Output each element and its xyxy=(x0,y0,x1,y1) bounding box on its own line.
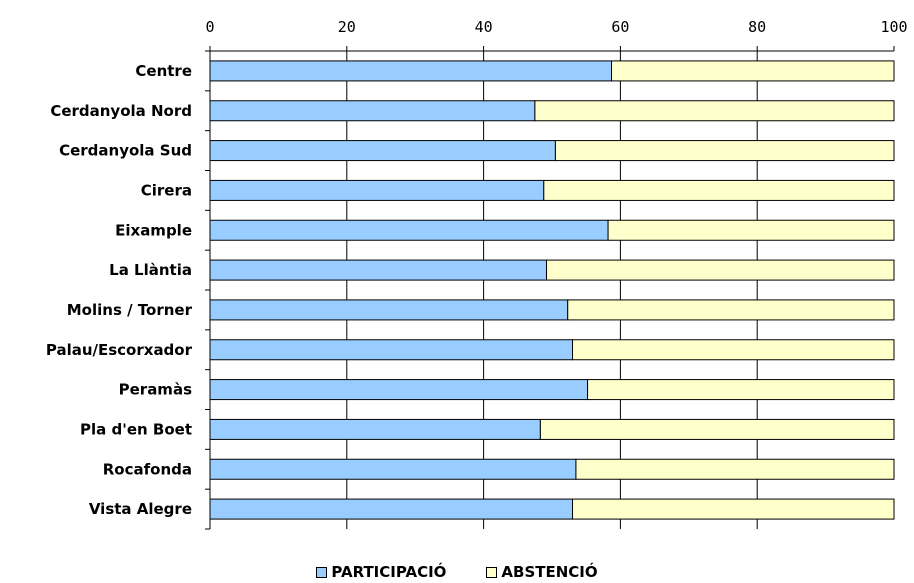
legend-swatch-participacio xyxy=(316,566,328,578)
bar-participacio-3 xyxy=(209,179,545,201)
legend-label-abstencio: ABSTENCIÓ xyxy=(501,563,598,581)
gridlines xyxy=(346,51,758,529)
bar-participacio-1 xyxy=(209,100,536,122)
category-label-5: La Llàntia xyxy=(109,261,192,279)
bar-abstencio-0 xyxy=(611,60,895,82)
bar-abstencio-1 xyxy=(534,100,895,122)
x-tick-label-60: 60 xyxy=(611,18,629,36)
bar-participacio-2 xyxy=(209,140,556,162)
bar-participacio-0 xyxy=(209,60,613,82)
bar-abstencio-6 xyxy=(567,299,895,321)
category-label-4: Eixample xyxy=(115,221,192,239)
x-tick-label-0: 0 xyxy=(205,18,214,36)
axes xyxy=(205,46,895,530)
category-label-3: Cirera xyxy=(141,181,192,199)
category-label-7: Palau/Escorxador xyxy=(46,341,193,359)
category-label-2: Cerdanyola Sud xyxy=(59,142,192,160)
bar-abstencio-7 xyxy=(572,339,895,361)
legend: PARTICIPACIÓ ABSTENCIÓ xyxy=(0,563,914,581)
bar-abstencio-8 xyxy=(587,379,895,401)
bar-participacio-5 xyxy=(209,259,548,281)
x-tick-label-40: 40 xyxy=(475,18,493,36)
bar-participacio-8 xyxy=(209,379,589,401)
bar-abstencio-11 xyxy=(572,498,895,520)
category-label-1: Cerdanyola Nord xyxy=(50,102,192,120)
x-tick-label-100: 100 xyxy=(880,18,907,36)
category-label-6: Molins / Torner xyxy=(67,301,193,319)
category-labels: Centre Cerdanyola Nord Cerdanyola Sud Cirer… xyxy=(46,62,193,518)
bar-abstencio-2 xyxy=(554,140,895,162)
bar-abstencio-3 xyxy=(543,179,895,201)
bar-abstencio-5 xyxy=(546,259,895,281)
bar-participacio-10 xyxy=(209,458,577,480)
bar-participacio-6 xyxy=(209,299,569,321)
category-label-11: Vista Alegre xyxy=(89,500,192,518)
legend-item-abstencio: ABSTENCIÓ xyxy=(486,563,598,581)
bar-abstencio-4 xyxy=(607,219,895,241)
legend-swatch-abstencio xyxy=(486,566,498,578)
x-tick-labels: 0 20 40 60 80 100 xyxy=(205,18,907,36)
category-label-9: Pla d'en Boet xyxy=(80,420,192,438)
bar-abstencio-10 xyxy=(575,458,895,480)
bars xyxy=(209,60,895,520)
legend-label-participacio: PARTICIPACIÓ xyxy=(331,563,447,581)
category-label-8: Peramàs xyxy=(119,381,192,399)
bar-abstencio-9 xyxy=(539,418,895,440)
x-tick-label-80: 80 xyxy=(748,18,766,36)
bar-participacio-11 xyxy=(209,498,574,520)
bar-participacio-7 xyxy=(209,339,574,361)
x-tick-label-20: 20 xyxy=(338,18,356,36)
legend-item-participacio: PARTICIPACIÓ xyxy=(316,563,446,581)
category-label-10: Rocafonda xyxy=(103,460,192,478)
category-label-0: Centre xyxy=(135,62,192,80)
bar-participacio-9 xyxy=(209,418,541,440)
bar-participacio-4 xyxy=(209,219,609,241)
